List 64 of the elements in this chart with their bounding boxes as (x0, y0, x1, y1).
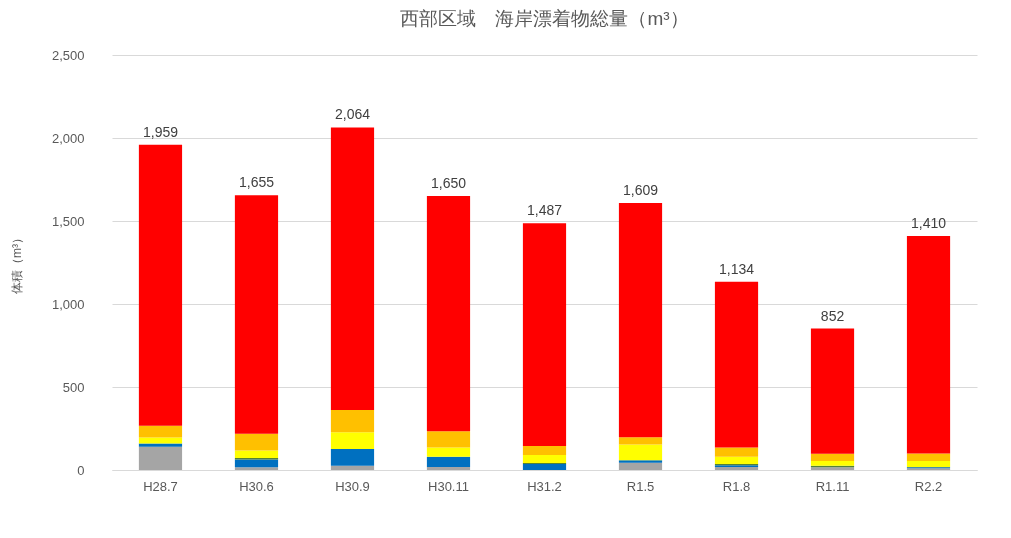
y-tick-label: 1,500 (51, 213, 85, 229)
bar (426, 431, 471, 448)
bar (810, 453, 855, 462)
bar (234, 459, 279, 468)
total-label: 1,609 (622, 181, 659, 198)
bar (138, 446, 183, 470)
bar (714, 447, 759, 457)
bar (618, 437, 663, 445)
bar (618, 462, 663, 470)
bar (330, 465, 375, 470)
total-label: 852 (820, 307, 845, 324)
total-label: 1,134 (718, 260, 755, 277)
bar (714, 281, 759, 448)
bar (234, 195, 279, 434)
bar (714, 456, 759, 465)
bar (522, 464, 567, 470)
bar (234, 433, 279, 451)
bar (234, 450, 279, 459)
bar (426, 196, 471, 432)
bar (330, 432, 375, 450)
x-tick-label: H28.7 (143, 478, 178, 494)
bar (330, 449, 375, 466)
bar (522, 446, 567, 456)
total-label: 1,959 (142, 123, 179, 140)
bar (522, 455, 567, 464)
bar (138, 437, 183, 444)
bar (618, 202, 663, 438)
bar (906, 461, 951, 468)
bar (330, 127, 375, 411)
total-label: 1,410 (910, 214, 947, 231)
y-tick-label: 2,000 (51, 130, 85, 146)
bar (522, 223, 567, 447)
total-label: 1,650 (430, 175, 467, 192)
total-label: 2,064 (334, 106, 371, 123)
x-tick-label: R1.8 (722, 478, 751, 494)
y-tick-label: 500 (62, 379, 85, 395)
y-axis-title: 体積（m³） (9, 232, 24, 294)
bar (426, 467, 471, 470)
total-label: 1,487 (526, 202, 563, 219)
bar (138, 443, 183, 447)
bar (138, 144, 183, 426)
bar (906, 235, 951, 454)
x-tick-label: H30.11 (428, 478, 469, 494)
bar (426, 447, 471, 457)
bar (618, 444, 663, 461)
x-tick-label: H30.9 (335, 478, 370, 494)
x-tick-label: R1.5 (626, 478, 655, 494)
total-label: 1,655 (238, 174, 275, 191)
x-tick-label: H31.2 (527, 478, 562, 494)
bar (906, 453, 951, 462)
x-tick-label: H30.6 (239, 478, 274, 494)
bar (810, 328, 855, 454)
bar (330, 410, 375, 433)
bar (810, 461, 855, 466)
y-tick-label: 2,500 (51, 47, 85, 63)
chart-title: 西部区域 海岸漂着物総量（m³） (400, 8, 689, 29)
x-tick-label: R1.11 (815, 478, 850, 494)
bar (426, 456, 471, 468)
bar (618, 460, 663, 463)
bar (234, 467, 279, 470)
y-tick-label: 1,000 (51, 296, 85, 312)
bar (138, 425, 183, 438)
x-tick-label: R2.2 (914, 478, 943, 494)
y-tick-label: 0 (77, 462, 85, 478)
